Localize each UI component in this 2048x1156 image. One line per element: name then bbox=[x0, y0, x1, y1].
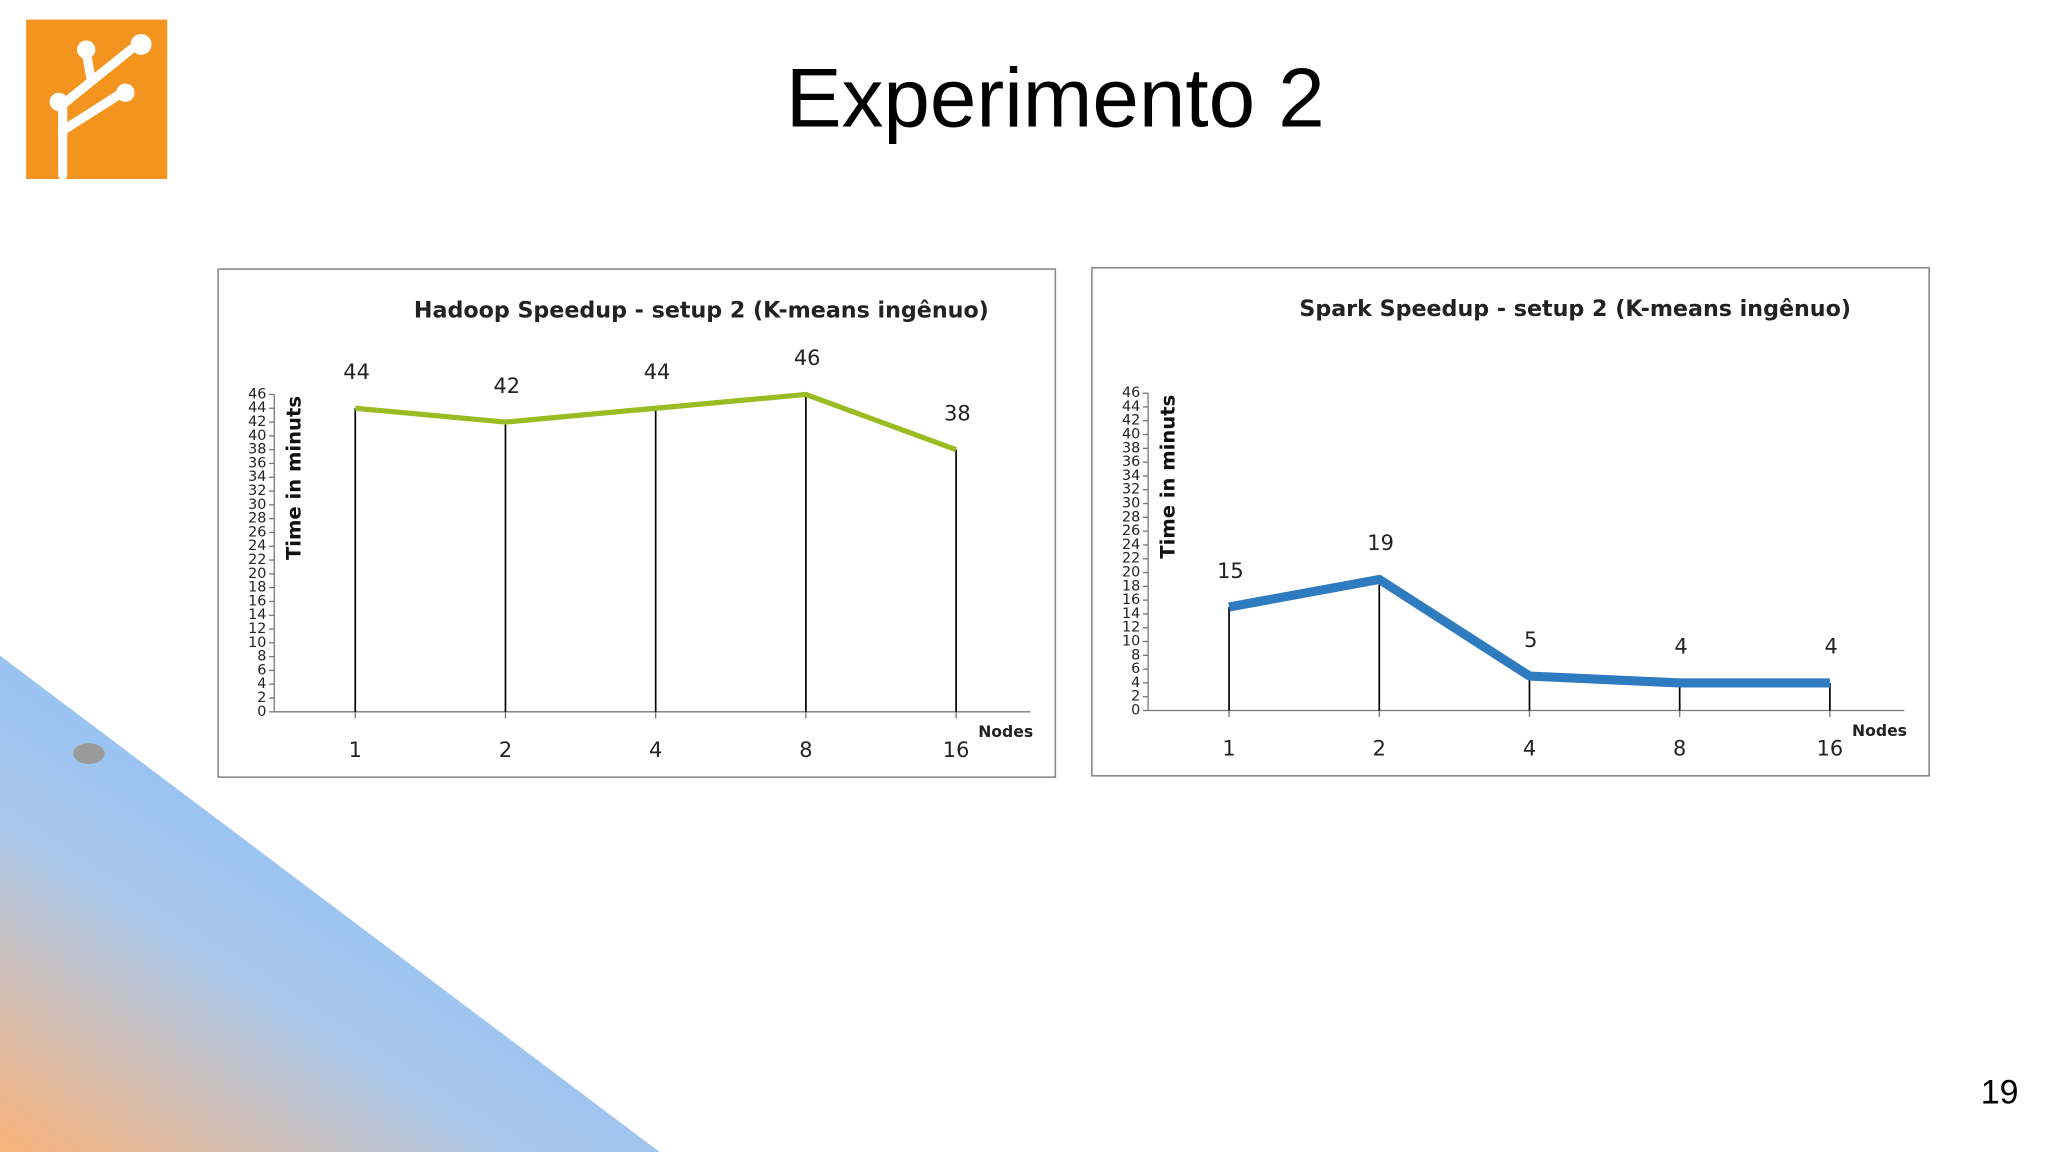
y-tick-label: 34 bbox=[248, 469, 266, 485]
data-label: 46 bbox=[794, 346, 821, 370]
y-tick-label: 24 bbox=[248, 538, 266, 554]
data-label: 4 bbox=[1825, 635, 1838, 659]
data-label: 42 bbox=[493, 374, 520, 398]
y-axis-label: Time in minuts bbox=[1156, 395, 1179, 559]
page-number: 19 bbox=[1981, 1073, 2019, 1111]
y-tick-label: 8 bbox=[1131, 647, 1140, 663]
chart: Hadoop Speedup - setup 2 (K-means ingênu… bbox=[217, 268, 1057, 778]
y-tick-label: 4 bbox=[1131, 675, 1140, 691]
y-tick-label: 36 bbox=[248, 455, 266, 471]
x-axis-label: Nodes bbox=[978, 722, 1033, 741]
y-tick-label: 42 bbox=[1122, 413, 1140, 429]
y-tick-label: 6 bbox=[1131, 661, 1140, 677]
x-tick-label: 2 bbox=[1373, 737, 1386, 761]
y-tick-label: 22 bbox=[1122, 551, 1140, 567]
y-tick-label: 10 bbox=[1122, 634, 1140, 650]
y-tick-label: 26 bbox=[1122, 523, 1140, 539]
chart-title: Hadoop Speedup - setup 2 (K-means ingênu… bbox=[414, 297, 989, 323]
logo bbox=[26, 19, 168, 180]
x-tick-label: 2 bbox=[499, 738, 512, 762]
data-label: 19 bbox=[1367, 531, 1394, 555]
x-tick-label: 8 bbox=[799, 738, 812, 762]
y-tick-label: 40 bbox=[248, 428, 266, 444]
y-tick-label: 38 bbox=[1122, 440, 1140, 456]
y-tick-label: 32 bbox=[1122, 482, 1140, 498]
x-tick-label: 4 bbox=[649, 738, 662, 762]
x-tick-label: 8 bbox=[1673, 737, 1686, 761]
data-label: 44 bbox=[343, 360, 370, 384]
y-tick-label: 2 bbox=[1131, 689, 1140, 705]
data-label: 5 bbox=[1524, 628, 1537, 652]
series-line bbox=[355, 391, 957, 453]
data-label: 38 bbox=[944, 401, 971, 425]
y-tick-label: 44 bbox=[1122, 399, 1140, 415]
y-tick-label: 12 bbox=[1122, 620, 1140, 636]
y-tick-label: 40 bbox=[1122, 427, 1140, 443]
x-tick-label: 1 bbox=[349, 738, 362, 762]
x-tick-label: 1 bbox=[1222, 737, 1235, 761]
chart: Spark Speedup - setup 2 (K-means ingênuo… bbox=[1091, 266, 1930, 777]
x-axis-label: Nodes bbox=[1852, 721, 1907, 740]
y-tick-label: 20 bbox=[1122, 565, 1140, 581]
y-tick-label: 14 bbox=[1122, 606, 1140, 622]
y-axis-label: Time in minuts bbox=[283, 396, 306, 560]
y-tick-label: 16 bbox=[248, 593, 266, 609]
y-tick-label: 18 bbox=[248, 580, 266, 596]
data-label: 15 bbox=[1217, 559, 1244, 583]
y-tick-label: 36 bbox=[1122, 454, 1140, 470]
y-tick-label: 22 bbox=[248, 552, 266, 568]
y-tick-label: 18 bbox=[1122, 578, 1140, 594]
series-line bbox=[1228, 574, 1830, 688]
chart-frame bbox=[1091, 266, 1930, 777]
y-tick-label: 44 bbox=[248, 400, 266, 416]
y-tick-label: 20 bbox=[248, 566, 266, 582]
y-tick-label: 32 bbox=[248, 483, 266, 499]
y-tick-label: 42 bbox=[248, 414, 266, 430]
x-tick-label: 4 bbox=[1523, 737, 1536, 761]
data-label: 4 bbox=[1674, 635, 1687, 659]
y-tick-label: 46 bbox=[248, 386, 266, 402]
y-tick-label: 38 bbox=[248, 442, 266, 458]
y-tick-label: 4 bbox=[257, 676, 266, 692]
y-tick-label: 0 bbox=[257, 704, 266, 720]
y-tick-label: 28 bbox=[1122, 509, 1140, 525]
y-tick-label: 30 bbox=[1122, 496, 1140, 512]
x-tick-label: 16 bbox=[943, 738, 970, 762]
y-tick-label: 16 bbox=[1122, 592, 1140, 608]
y-tick-label: 30 bbox=[248, 497, 266, 513]
y-tick-label: 12 bbox=[248, 621, 266, 637]
x-tick-label: 16 bbox=[1817, 737, 1844, 761]
y-tick-label: 24 bbox=[1122, 537, 1140, 553]
chart-title: Spark Speedup - setup 2 (K-means ingênuo… bbox=[1299, 296, 1851, 322]
chart-frame bbox=[217, 268, 1057, 778]
y-tick-label: 28 bbox=[248, 511, 266, 527]
y-tick-label: 8 bbox=[257, 649, 266, 665]
y-tick-label: 26 bbox=[248, 524, 266, 540]
slide-title: Experimento 2 bbox=[786, 51, 1325, 145]
y-tick-label: 46 bbox=[1122, 385, 1140, 401]
y-tick-label: 14 bbox=[248, 607, 266, 623]
y-tick-label: 34 bbox=[1122, 468, 1140, 484]
decor-dot bbox=[73, 743, 105, 765]
y-tick-label: 0 bbox=[1131, 703, 1140, 719]
y-tick-label: 2 bbox=[257, 690, 266, 706]
data-label: 44 bbox=[644, 360, 671, 384]
y-tick-label: 10 bbox=[248, 635, 266, 651]
y-tick-label: 6 bbox=[257, 662, 266, 678]
